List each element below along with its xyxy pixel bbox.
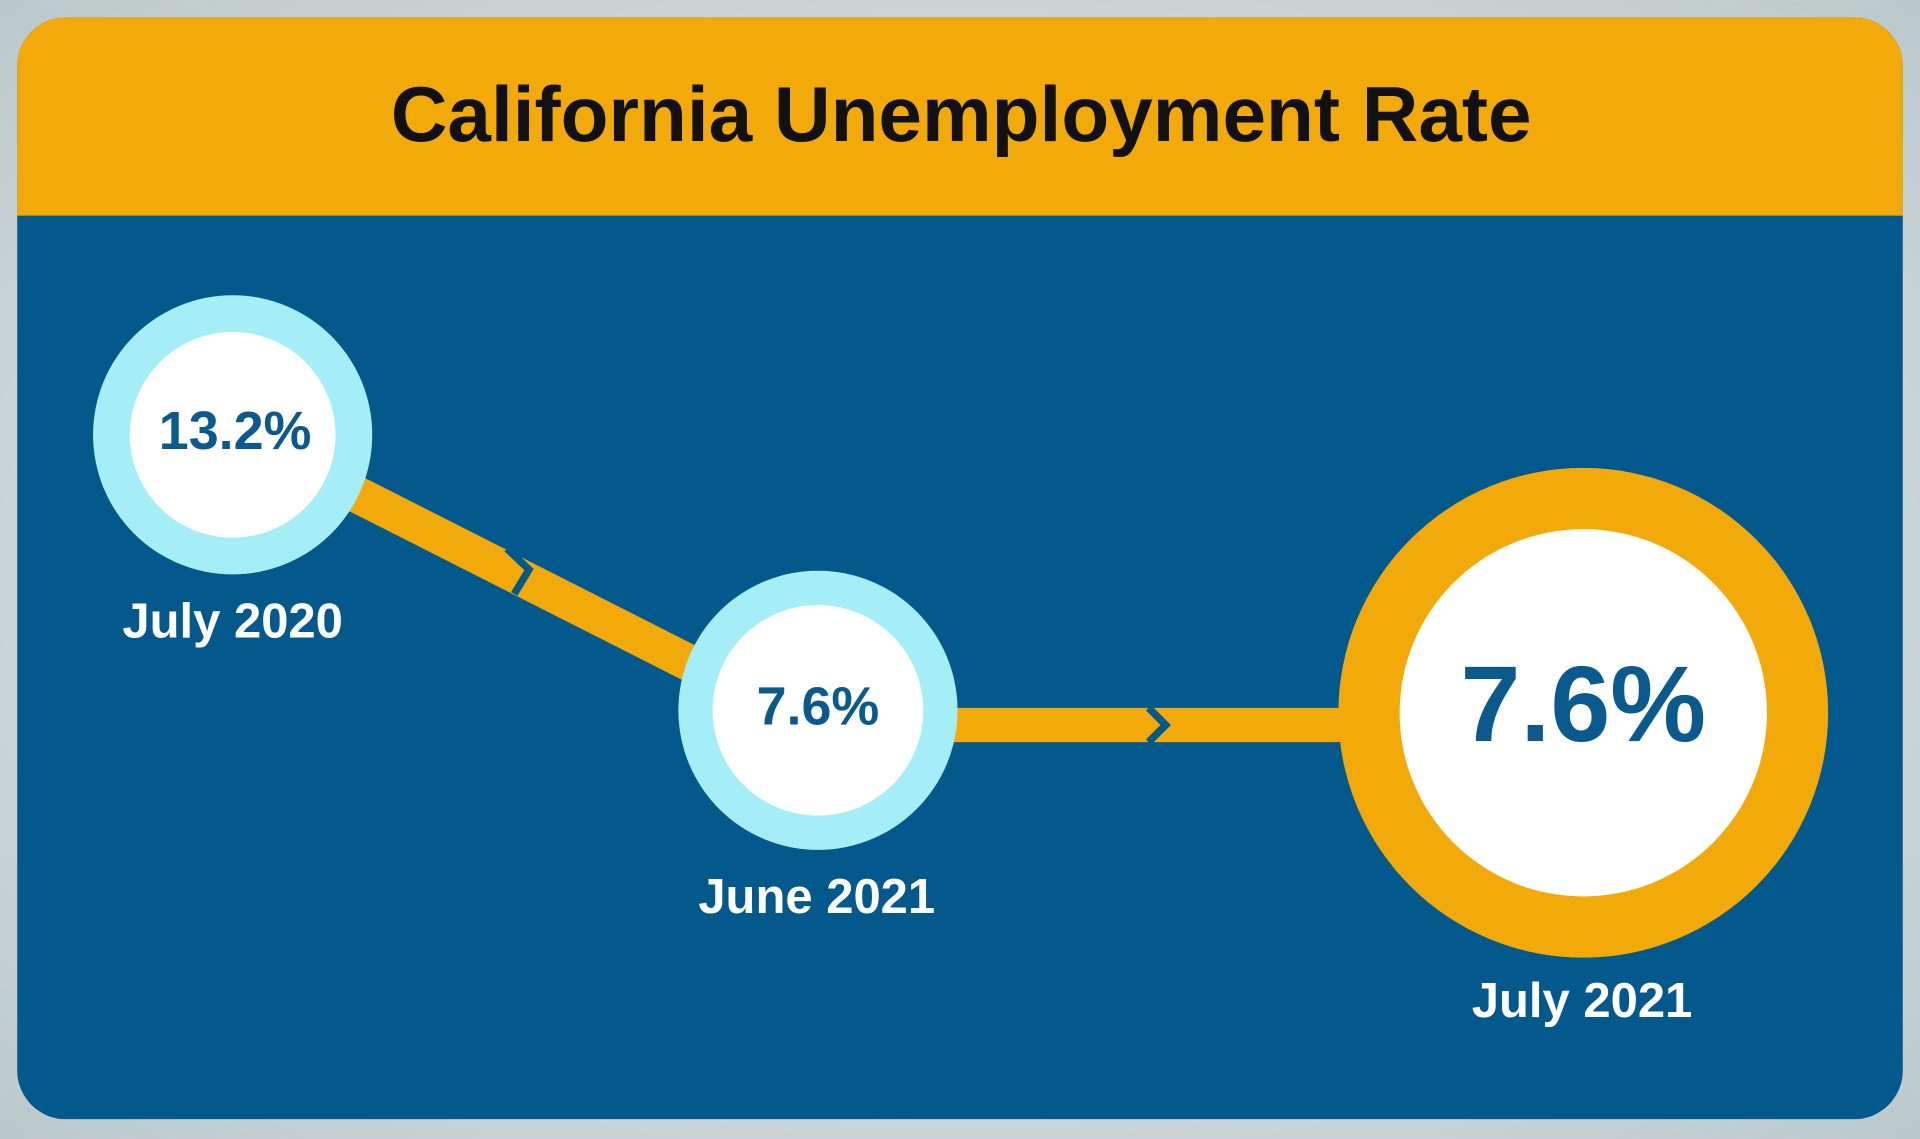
- header-band: [17, 17, 1903, 216]
- title: California Unemployment Rate: [391, 70, 1532, 158]
- node-label: July 2020: [122, 595, 343, 649]
- node-value: 7.6%: [1460, 643, 1706, 764]
- node-center: [1399, 529, 1767, 897]
- node: 13.2% July 2020: [93, 295, 373, 649]
- node: 7.6% July 2021: [1338, 467, 1829, 1028]
- node-value: 7.6%: [757, 677, 880, 737]
- node: 7.6% June 2021: [678, 570, 958, 924]
- node-center: [129, 331, 336, 538]
- node-value: 13.2%: [159, 401, 312, 461]
- connector: [346, 477, 719, 690]
- connector: [948, 705, 1347, 745]
- node-label: July 2021: [1472, 974, 1693, 1028]
- node-center: [712, 605, 924, 816]
- node-label: June 2021: [698, 870, 935, 924]
